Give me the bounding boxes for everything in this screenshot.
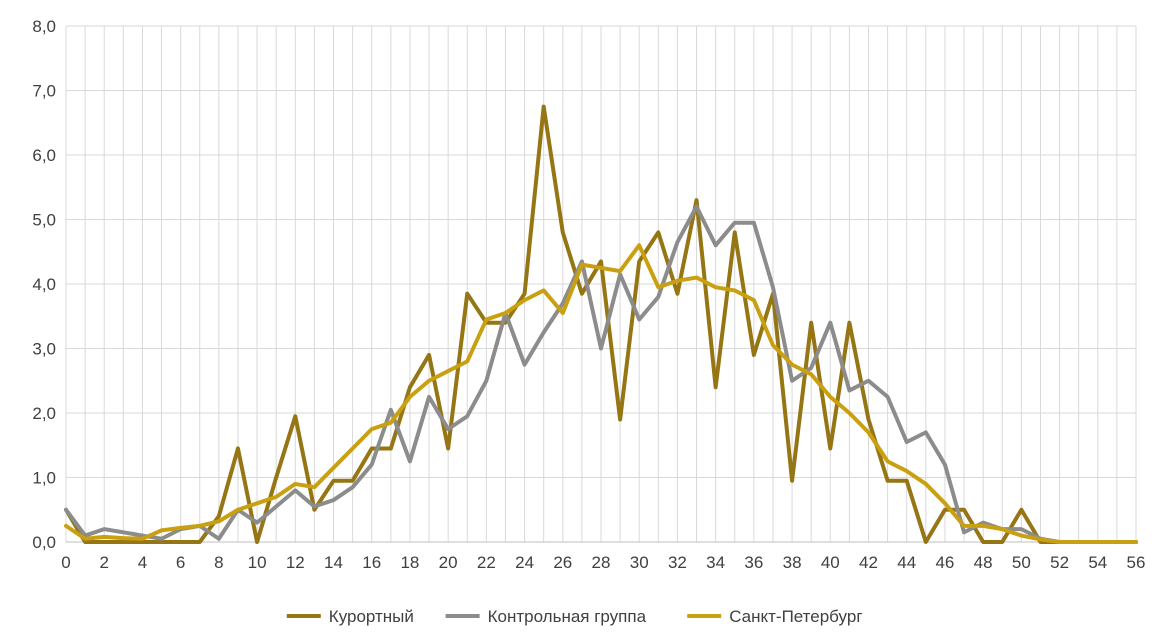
x-tick-label: 32: [668, 553, 687, 572]
y-tick-label: 0,0: [32, 533, 56, 552]
x-tick-label: 12: [286, 553, 305, 572]
x-tick-label: 52: [1050, 553, 1069, 572]
y-tick-label: 2,0: [32, 404, 56, 423]
x-tick-label: 18: [400, 553, 419, 572]
legend-label: Контрольная группа: [488, 607, 647, 626]
x-tick-label: 20: [439, 553, 458, 572]
x-tick-label: 34: [706, 553, 725, 572]
x-tick-label: 56: [1127, 553, 1146, 572]
x-tick-label: 16: [362, 553, 381, 572]
x-tick-label: 36: [744, 553, 763, 572]
series-line-3: [64, 243, 1138, 544]
x-tick-label: 54: [1088, 553, 1107, 572]
x-tick-label: 6: [176, 553, 185, 572]
x-tick-label: 30: [630, 553, 649, 572]
x-axis-tick-labels: 0 2 4 6 8 10 12 14 16 18 20 22 24 26 28 30 32 34 36 38 40 42 4…: [61, 553, 1145, 572]
y-tick-label: 1,0: [32, 469, 56, 488]
series-lines: [64, 104, 1138, 544]
x-tick-label: 22: [477, 553, 496, 572]
x-tick-label: 40: [821, 553, 840, 572]
y-axis-tick-labels: 0,0 1,0 2,0 3,0 4,0 5,0 6,0 7,0 8,0: [32, 17, 56, 552]
legend-label: Курортный: [329, 607, 414, 626]
legend-label: Санкт-Петербург: [729, 607, 862, 626]
y-tick-label: 5,0: [32, 211, 56, 230]
y-tick-label: 4,0: [32, 275, 56, 294]
x-tick-label: 48: [974, 553, 993, 572]
y-tick-label: 6,0: [32, 146, 56, 165]
x-tick-label: 10: [248, 553, 267, 572]
x-tick-label: 44: [897, 553, 916, 572]
x-tick-label: 26: [553, 553, 572, 572]
x-tick-label: 38: [783, 553, 802, 572]
x-tick-label: 50: [1012, 553, 1031, 572]
y-tick-label: 8,0: [32, 17, 56, 36]
x-tick-label: 2: [99, 553, 108, 572]
series-line-2: [64, 204, 1138, 544]
y-tick-label: 7,0: [32, 82, 56, 101]
x-tick-label: 4: [138, 553, 147, 572]
x-tick-label: 0: [61, 553, 70, 572]
x-tick-label: 8: [214, 553, 223, 572]
x-tick-label: 24: [515, 553, 534, 572]
gridlines: [65, 25, 1137, 543]
legend: Курортный Контрольная группа Санкт-Петербу…: [286, 607, 863, 626]
x-tick-label: 28: [592, 553, 611, 572]
y-tick-label: 3,0: [32, 340, 56, 359]
x-tick-label: 14: [324, 553, 343, 572]
x-tick-label: 46: [935, 553, 954, 572]
x-tick-label: 42: [859, 553, 878, 572]
